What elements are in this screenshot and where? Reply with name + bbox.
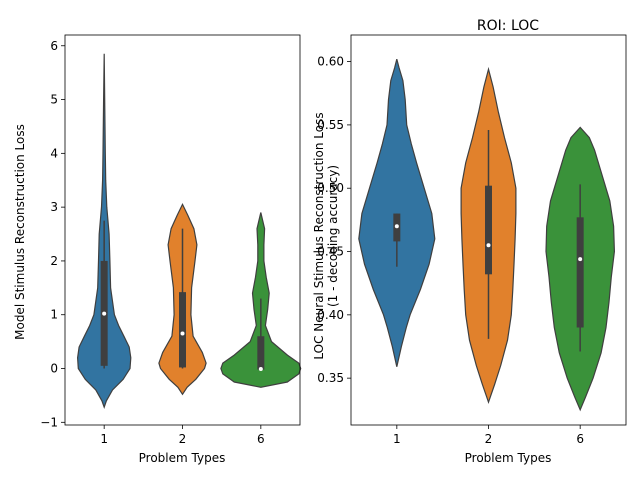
y-tick-label: −1 <box>40 415 58 429</box>
y-tick-label: 0.40 <box>317 308 344 322</box>
y-tick-label: 0.55 <box>317 118 344 132</box>
y-tick-label: 0.60 <box>317 55 344 69</box>
x-tick-label: 1 <box>393 432 401 446</box>
y-tick-label: 1 <box>50 308 58 322</box>
violin-iqr-box-2 <box>485 185 492 275</box>
x-tick-label: 1 <box>100 432 108 446</box>
violin-median-6 <box>578 257 583 262</box>
violin-median-1 <box>394 224 399 229</box>
left-y-axis-label: Model Stimulus Reconstruction Loss <box>13 124 27 340</box>
right-x-axis-label: Problem Types <box>465 451 552 465</box>
violin-body-1 <box>358 58 436 367</box>
right-y-axis-label-line2: (1 - decoding accuracy) <box>326 165 340 307</box>
violin-median-2 <box>180 331 185 336</box>
y-tick-label: 2 <box>50 254 58 268</box>
x-tick-label: 2 <box>179 432 187 446</box>
right-panel-title: ROI: LOC <box>477 18 539 34</box>
left-violin-panel: Problem Types Model Stimulus Reconstruct… <box>13 34 302 465</box>
y-tick-label: 3 <box>50 200 58 214</box>
right-y-axis-label-line1: LOC Neural Stimulus Reconstruction Loss <box>312 112 326 359</box>
x-tick-label: 6 <box>576 432 584 446</box>
y-tick-label: 4 <box>50 146 58 160</box>
violin-iqr-box-2 <box>179 292 186 368</box>
y-tick-label: 0.35 <box>317 371 344 385</box>
left-x-axis-label: Problem Types <box>139 451 226 465</box>
y-tick-label: 0 <box>50 362 58 376</box>
y-tick-label: 5 <box>50 93 58 107</box>
y-tick-label: 6 <box>50 39 58 53</box>
violin-median-6 <box>258 367 263 372</box>
x-tick-label: 6 <box>257 432 265 446</box>
y-tick-label: 0.50 <box>317 181 344 195</box>
right-violin-panel: ROI: LOC Problem Types LOC Neural Stimul… <box>312 18 627 465</box>
y-tick-label: 0.45 <box>317 245 344 259</box>
violin-iqr-box-6 <box>257 336 265 370</box>
x-tick-label: 2 <box>485 432 493 446</box>
violin-median-2 <box>486 243 491 248</box>
violin-median-1 <box>102 311 107 316</box>
violin-iqr-box-6 <box>576 217 584 328</box>
